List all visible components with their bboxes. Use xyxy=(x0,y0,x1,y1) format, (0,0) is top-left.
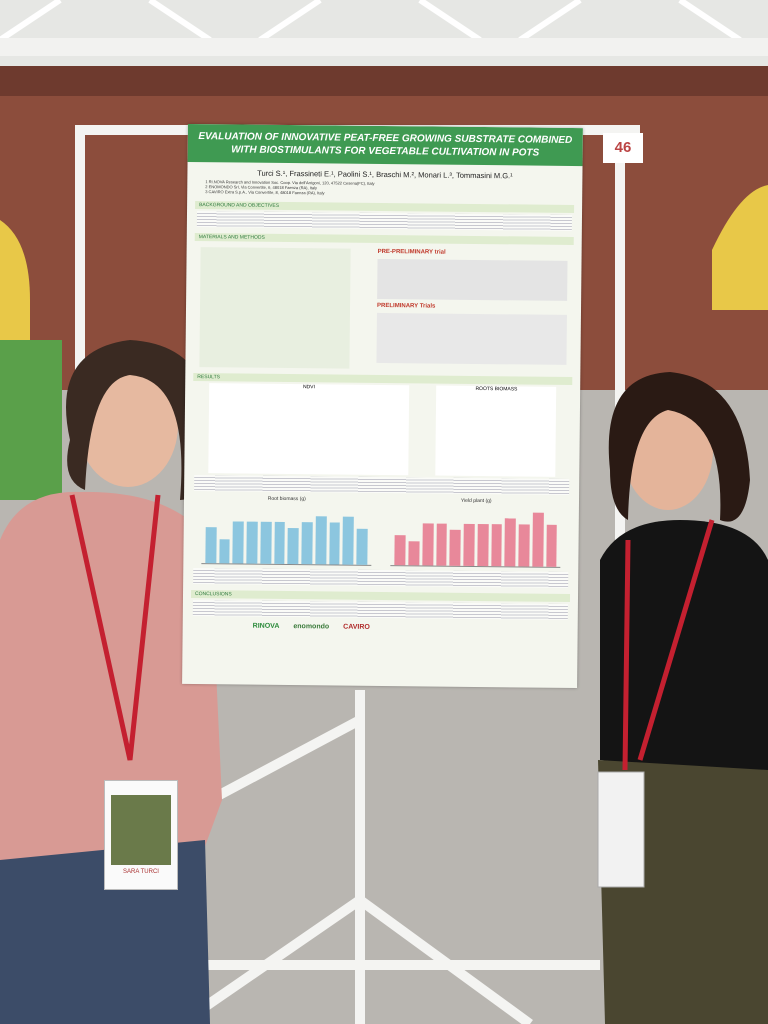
bar xyxy=(246,521,258,564)
bar xyxy=(545,524,558,567)
label: PRE-PRELIMINARY trial xyxy=(377,248,446,256)
section-heading: Materials and methods xyxy=(194,232,574,245)
logo-row: RINOVA enomondo CAVIRO xyxy=(253,622,508,632)
plot: ROOTS BIOMASS xyxy=(435,385,557,477)
label: PRELIMINARY Trials xyxy=(377,302,436,310)
bar xyxy=(356,528,368,565)
chart xyxy=(390,502,562,568)
poster: EVALUATION OF INNOVATIVE PEAT-FREE GROWI… xyxy=(182,123,583,689)
bar xyxy=(273,521,286,564)
bar xyxy=(287,527,299,564)
bar xyxy=(490,523,503,566)
bar xyxy=(205,526,217,563)
bar xyxy=(408,540,420,565)
bar xyxy=(394,534,406,565)
logo: enomondo xyxy=(293,622,330,631)
body-text xyxy=(192,599,568,620)
bar xyxy=(315,515,327,564)
bar xyxy=(504,517,516,566)
poster-number: 46 xyxy=(603,133,643,163)
bar xyxy=(518,523,530,567)
methods-diagram: PRE-PRELIMINARY trial PRELIMINARY Trials xyxy=(199,246,568,371)
bar xyxy=(449,529,461,566)
poster-title: EVALUATION OF INNOVATIVE PEAT-FREE GROWI… xyxy=(187,123,583,167)
bar xyxy=(301,521,313,564)
logo: CAVIRO xyxy=(343,623,370,631)
bar xyxy=(532,512,544,567)
badge-name: SARA TURCI xyxy=(123,869,159,875)
bar xyxy=(342,516,354,565)
bar xyxy=(260,521,272,564)
body-text xyxy=(194,474,570,495)
body-text xyxy=(196,210,573,231)
bar xyxy=(218,538,230,563)
bar xyxy=(477,523,489,566)
chart xyxy=(201,500,372,566)
body-text xyxy=(193,567,569,588)
plot: NDVI xyxy=(208,382,409,475)
bar xyxy=(328,522,341,565)
bar xyxy=(232,521,244,564)
bar xyxy=(463,523,475,566)
name-badge: SARA TURCI xyxy=(104,780,178,890)
bar xyxy=(435,523,448,566)
bar xyxy=(422,522,434,566)
bar-charts: Root biomass (g) Yield plant (g) xyxy=(191,495,571,568)
results-plots: NDVI ROOTS BIOMASS xyxy=(194,382,570,477)
logo: RINOVA xyxy=(252,622,280,630)
